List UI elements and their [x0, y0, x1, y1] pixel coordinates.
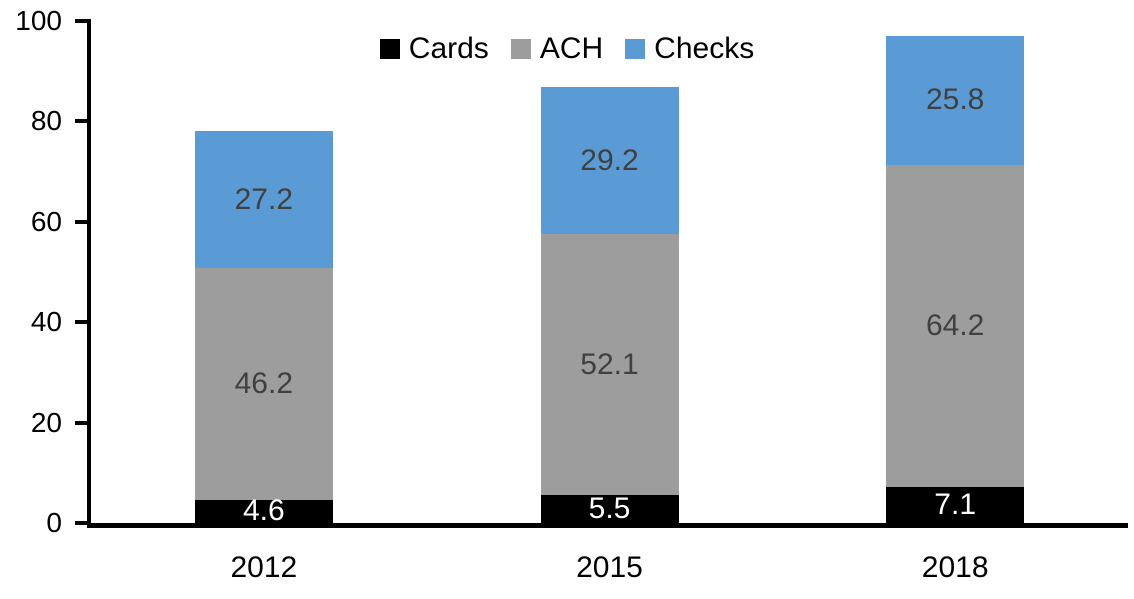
- bar-segment-cards-2015: [540, 495, 679, 523]
- legend-swatch-ach-icon: [510, 39, 531, 59]
- x-axis-label-2018: 2018: [921, 551, 989, 584]
- y-axis-tick: [75, 19, 91, 23]
- data-label-ach-2018: 64.2: [925, 309, 985, 343]
- x-axis-line: [87, 523, 1128, 528]
- chart-legend: Cards ACH Checks: [0, 30, 1134, 68]
- y-axis-tick-label: 100: [15, 5, 62, 36]
- y-axis-tick: [75, 521, 91, 525]
- bar-segment-checks-2018: [886, 35, 1025, 166]
- y-axis-line: [87, 19, 91, 525]
- y-axis-tick: [75, 320, 91, 325]
- x-axis-label-2015: 2015: [576, 551, 643, 584]
- y-axis-tick-label: 80: [30, 105, 62, 137]
- y-axis-tick-label: 40: [30, 306, 62, 338]
- data-label-cards-2012: 4.6: [242, 494, 285, 528]
- y-axis-tick-label: 60: [30, 205, 62, 237]
- legend-item-checks: Checks: [625, 34, 754, 64]
- data-label-cards-2015: 5.5: [588, 492, 631, 526]
- legend-item-ach: ACH: [510, 32, 604, 65]
- bar-segment-ach-2012: [194, 267, 333, 500]
- legend-label-ach: ACH: [539, 32, 604, 65]
- y-axis-tick: [75, 219, 91, 224]
- data-label-ach-2012: 46.2: [234, 366, 294, 400]
- bar-segment-cards-2018: [886, 487, 1025, 523]
- bar-segment-ach-2018: [886, 165, 1025, 488]
- legend-item-cards: Cards: [379, 32, 489, 65]
- y-axis-tick-label: 0: [46, 507, 62, 538]
- bar-segment-checks-2012: [194, 131, 333, 268]
- bar-segment-cards-2012: [194, 499, 333, 523]
- y-axis-tick-label: 20: [30, 406, 62, 438]
- data-label-checks-2018: 25.8: [925, 83, 985, 117]
- legend-label-checks: Checks: [654, 32, 755, 65]
- bar-segment-ach-2015: [540, 233, 679, 496]
- data-label-checks-2012: 27.2: [234, 182, 294, 216]
- data-label-checks-2015: 29.2: [580, 143, 639, 177]
- x-axis-label-2012: 2012: [230, 551, 298, 584]
- data-label-ach-2015: 52.1: [580, 347, 639, 381]
- y-axis-tick: [75, 420, 91, 425]
- legend-label-cards: Cards: [408, 32, 489, 65]
- bar-segment-checks-2015: [540, 87, 679, 234]
- legend-swatch-cards-icon: [379, 39, 400, 59]
- legend-swatch-checks-icon: [625, 39, 646, 59]
- data-label-cards-2018: 7.1: [934, 488, 977, 522]
- y-axis-tick: [75, 119, 91, 124]
